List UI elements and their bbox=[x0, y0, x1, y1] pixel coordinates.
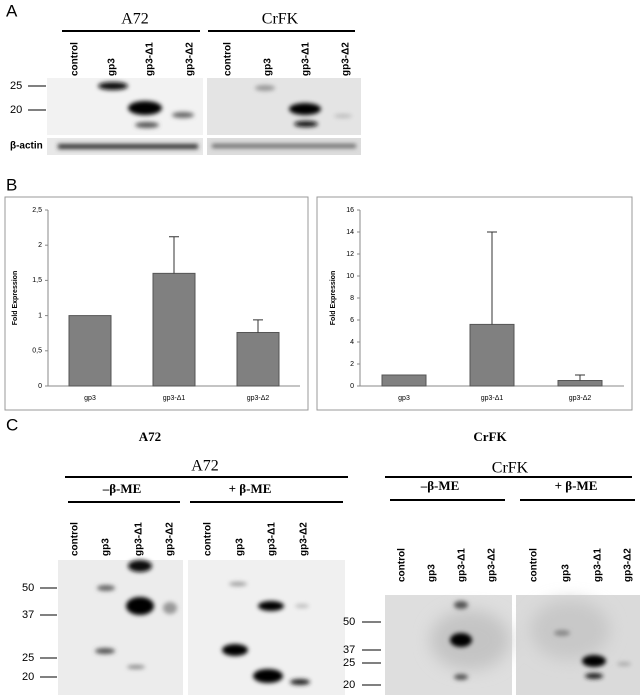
lane-label: gp3-Δ2 bbox=[165, 522, 176, 556]
marker-label: 25 bbox=[22, 652, 34, 664]
y-axis-label: Fold Expression bbox=[330, 271, 337, 325]
chart-frame bbox=[316, 196, 633, 411]
y-tick-label: 6 bbox=[350, 317, 354, 324]
error-bar bbox=[487, 231, 497, 325]
y-tick-label: 8 bbox=[350, 295, 354, 302]
panel-label: A bbox=[6, 1, 18, 20]
panel-label: C bbox=[6, 415, 18, 434]
lane-label: control bbox=[397, 548, 408, 582]
condition: –β-ME bbox=[102, 481, 142, 496]
lane-label: control bbox=[203, 522, 214, 556]
lane-label: control bbox=[223, 42, 234, 76]
lane-label: gp3 bbox=[107, 58, 118, 76]
lane-label: gp3 bbox=[561, 564, 572, 582]
section-title: CrFK bbox=[473, 429, 507, 444]
blot-title: A72 bbox=[191, 458, 219, 475]
blot-title: A72 bbox=[121, 11, 149, 28]
x-tick-label: gp3 bbox=[398, 395, 410, 402]
condition: + β-ME bbox=[555, 478, 598, 493]
error-bar bbox=[169, 236, 179, 274]
lane-label: control bbox=[70, 522, 81, 556]
marker-label: 50 bbox=[343, 616, 355, 628]
y-tick-label: 2 bbox=[38, 242, 42, 249]
y-tick-label: 16 bbox=[346, 207, 354, 214]
lane-label: gp3-Δ2 bbox=[623, 548, 634, 582]
lane-label: gp3 bbox=[235, 538, 246, 556]
y-tick-label: 0 bbox=[38, 383, 42, 390]
y-axis-label: Fold Expression bbox=[12, 271, 19, 325]
marker-label: 20 bbox=[22, 671, 34, 683]
y-tick-label: 10 bbox=[346, 273, 354, 280]
lane-label: gp3 bbox=[263, 58, 274, 76]
bands bbox=[98, 82, 352, 128]
marker-label: 37 bbox=[22, 609, 34, 621]
condition: –β-ME bbox=[420, 478, 460, 493]
bar bbox=[557, 380, 603, 387]
marker-label: 25 bbox=[10, 80, 22, 92]
x-tick-label: gp3-Δ1 bbox=[481, 395, 504, 402]
lane-label: gp3 bbox=[427, 564, 438, 582]
bar bbox=[236, 331, 280, 387]
lane-label: control bbox=[529, 548, 540, 582]
y-tick-label: 1 bbox=[38, 312, 42, 319]
lane-label: gp3-Δ1 bbox=[301, 42, 312, 76]
blot bbox=[207, 78, 361, 135]
blot-title: CrFK bbox=[492, 460, 529, 477]
lane-label: gp3-Δ1 bbox=[134, 522, 145, 556]
lane-label: gp3-Δ1 bbox=[457, 548, 468, 582]
x-tick-label: gp3-Δ1 bbox=[163, 395, 186, 402]
marker-label: 37 bbox=[343, 644, 355, 656]
marker-label: 50 bbox=[22, 582, 34, 594]
chart-frame bbox=[4, 196, 309, 411]
y-tick-label: 4 bbox=[350, 339, 354, 346]
blot-title: CrFK bbox=[262, 11, 299, 28]
marker-label: 25 bbox=[343, 657, 355, 669]
lane-label: gp3 bbox=[101, 538, 112, 556]
blot bbox=[58, 560, 183, 695]
panel-label: B bbox=[6, 175, 17, 194]
bar bbox=[469, 323, 515, 387]
bar bbox=[381, 374, 427, 387]
y-tick-label: 14 bbox=[346, 229, 354, 236]
error-bar bbox=[253, 319, 263, 333]
x-tick-label: gp3-Δ2 bbox=[247, 395, 270, 402]
y-tick-label: 0,5 bbox=[32, 348, 42, 355]
lane-label: gp3-Δ1 bbox=[145, 42, 156, 76]
lane-label: gp3-Δ1 bbox=[267, 522, 278, 556]
actin-bands bbox=[58, 144, 356, 149]
condition: + β-ME bbox=[229, 481, 272, 496]
lane-label: gp3-Δ1 bbox=[593, 548, 604, 582]
error-bar bbox=[575, 374, 585, 381]
marker-label: 20 bbox=[343, 679, 355, 691]
x-tick-label: gp3 bbox=[84, 395, 96, 402]
section-title: A72 bbox=[139, 429, 161, 444]
x-tick-label: gp3-Δ2 bbox=[569, 395, 592, 402]
lane-label: gp3-Δ2 bbox=[341, 42, 352, 76]
lane-label: gp3-Δ2 bbox=[299, 522, 310, 556]
bar bbox=[152, 272, 196, 387]
lane-label: gp3-Δ2 bbox=[185, 42, 196, 76]
y-tick-label: 0 bbox=[350, 383, 354, 390]
bar bbox=[68, 315, 112, 387]
lane-label: gp3-Δ2 bbox=[487, 548, 498, 582]
bands bbox=[95, 560, 631, 685]
loading-control-label: β-actin bbox=[10, 141, 43, 152]
y-tick-label: 2,5 bbox=[32, 207, 42, 214]
lane-label: control bbox=[70, 42, 81, 76]
y-tick-label: 12 bbox=[346, 251, 354, 258]
y-tick-label: 2 bbox=[350, 361, 354, 368]
marker-label: 20 bbox=[10, 104, 22, 116]
y-tick-label: 1,5 bbox=[32, 277, 42, 284]
